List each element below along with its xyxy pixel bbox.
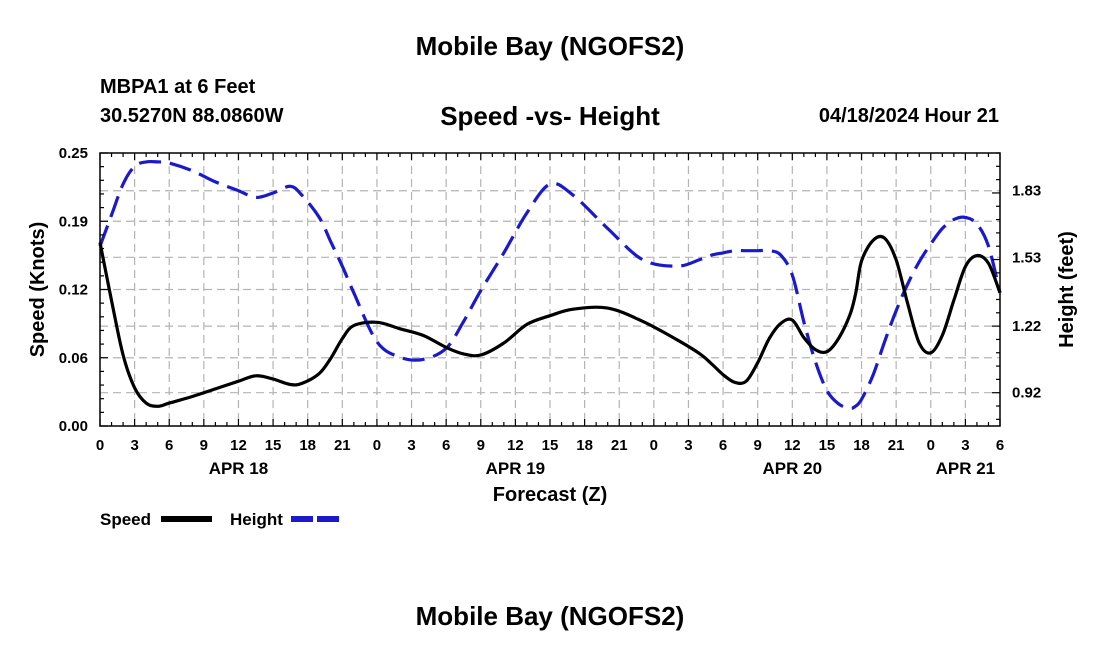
x-tick-label: 6 <box>442 437 450 454</box>
x-tick-label: 9 <box>200 437 208 454</box>
grid-lines <box>100 153 1000 426</box>
date-label: APR 21 <box>936 459 996 478</box>
y-right-tick-label: 1.83 <box>1012 183 1041 200</box>
x-tick-label: 15 <box>265 437 282 454</box>
x-tick-label: 0 <box>650 437 658 454</box>
date-label: APR 20 <box>763 459 823 478</box>
x-tick-label: 6 <box>996 437 1004 454</box>
series-layer <box>98 159 1002 410</box>
x-tick-label: 6 <box>719 437 727 454</box>
x-tick-label: 18 <box>299 437 316 454</box>
chart-title: Mobile Bay (NGOFS2) <box>415 31 685 61</box>
chart-subtitle: Speed -vs- Height <box>440 101 660 131</box>
y-left-tick-label: 0.19 <box>59 213 88 230</box>
station-label: MBPA1 at 6 Feet <box>100 76 256 98</box>
x-axis-label: Forecast (Z) <box>493 484 607 506</box>
x-tick-label: 3 <box>684 437 692 454</box>
x-tick-label: 0 <box>927 437 935 454</box>
x-tick-label: 12 <box>230 437 247 454</box>
y-right-tick-label: 0.92 <box>1012 385 1041 402</box>
x-tick-label: 3 <box>407 437 415 454</box>
x-tick-label: 18 <box>576 437 593 454</box>
y-left-tick-label: 0.00 <box>59 418 88 435</box>
x-tick-label: 15 <box>542 437 559 454</box>
x-tick-label: 21 <box>611 437 628 454</box>
y-left-tick-label: 0.12 <box>59 282 88 299</box>
y-axis-label-left: Speed (Knots) <box>27 222 49 358</box>
legend-label-speed: Speed <box>100 510 151 529</box>
x-tick-label: 0 <box>96 437 104 454</box>
x-tick-label: 9 <box>754 437 762 454</box>
date-label: APR 18 <box>209 459 269 478</box>
y-right-tick-label: 1.53 <box>1012 249 1041 266</box>
x-tick-label: 3 <box>961 437 969 454</box>
series-line-speed <box>98 234 1002 408</box>
x-tick-label: 12 <box>507 437 524 454</box>
date-label: APR 19 <box>486 459 546 478</box>
legend: Speed Height <box>100 510 342 529</box>
labels-layer: 0 3 6 9 12 15 18 21 0 3 6 9 12 15 18 21 0 3 6 9 12 15 18 21 0 3 6A… <box>27 145 1078 506</box>
series-line-height <box>98 159 1002 410</box>
x-tick-label: 3 <box>130 437 138 454</box>
datetime-label: 04/18/2024 Hour 21 <box>818 105 999 127</box>
footer-title: Mobile Bay (NGOFS2) <box>415 601 685 631</box>
x-tick-label: 0 <box>373 437 381 454</box>
axes-layer <box>99 152 1001 427</box>
x-tick-label: 21 <box>888 437 905 454</box>
x-tick-label: 12 <box>784 437 801 454</box>
y-axis-label-right: Height (feet) <box>1056 231 1078 348</box>
coordinates-label: 30.5270N 88.0860W <box>100 105 284 127</box>
x-tick-label: 6 <box>165 437 173 454</box>
y-left-tick-label: 0.06 <box>59 350 88 367</box>
y-left-tick-label: 0.25 <box>59 145 88 162</box>
x-tick-label: 21 <box>334 437 351 454</box>
x-tick-label: 18 <box>853 437 870 454</box>
x-tick-label: 9 <box>477 437 485 454</box>
legend-label-height: Height <box>230 510 283 529</box>
y-right-tick-label: 1.22 <box>1012 318 1041 335</box>
x-tick-label: 15 <box>819 437 836 454</box>
